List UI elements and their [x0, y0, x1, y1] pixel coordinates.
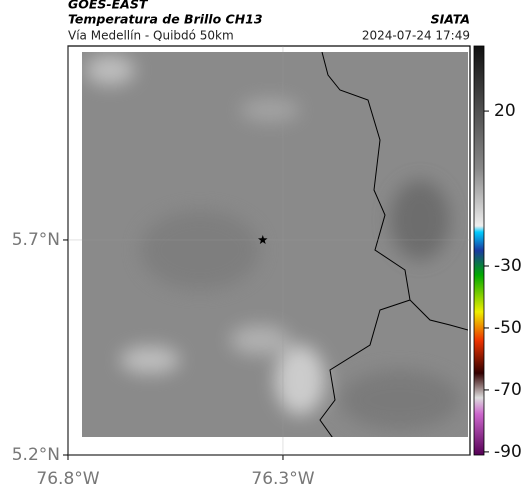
datetime: 2024-07-24 17:49	[362, 29, 470, 43]
product: Temperatura de Brillo CH13	[68, 12, 263, 27]
colorbar-tick-label: 20	[494, 101, 516, 121]
colorbar-tick-label: -30	[494, 256, 522, 276]
y-tick-label: 5.7°N	[12, 230, 60, 250]
source: GOES-EAST	[68, 0, 149, 12]
x-tick-label: 76.3°W	[251, 469, 314, 489]
x-tick-label: 76.8°W	[36, 469, 99, 489]
location-marker	[258, 235, 268, 244]
y-tick-label: 5.2°N	[12, 445, 60, 465]
colorbar	[473, 45, 485, 456]
colorbar-tick-label: -70	[494, 380, 522, 400]
colorbar-tick-label: -90	[494, 442, 522, 462]
region: Vía Medellín - Quibdó 50km	[68, 29, 234, 43]
satellite-image	[82, 52, 468, 437]
colorbar-tick-label: -50	[494, 318, 522, 338]
org: SIATA	[431, 12, 470, 27]
